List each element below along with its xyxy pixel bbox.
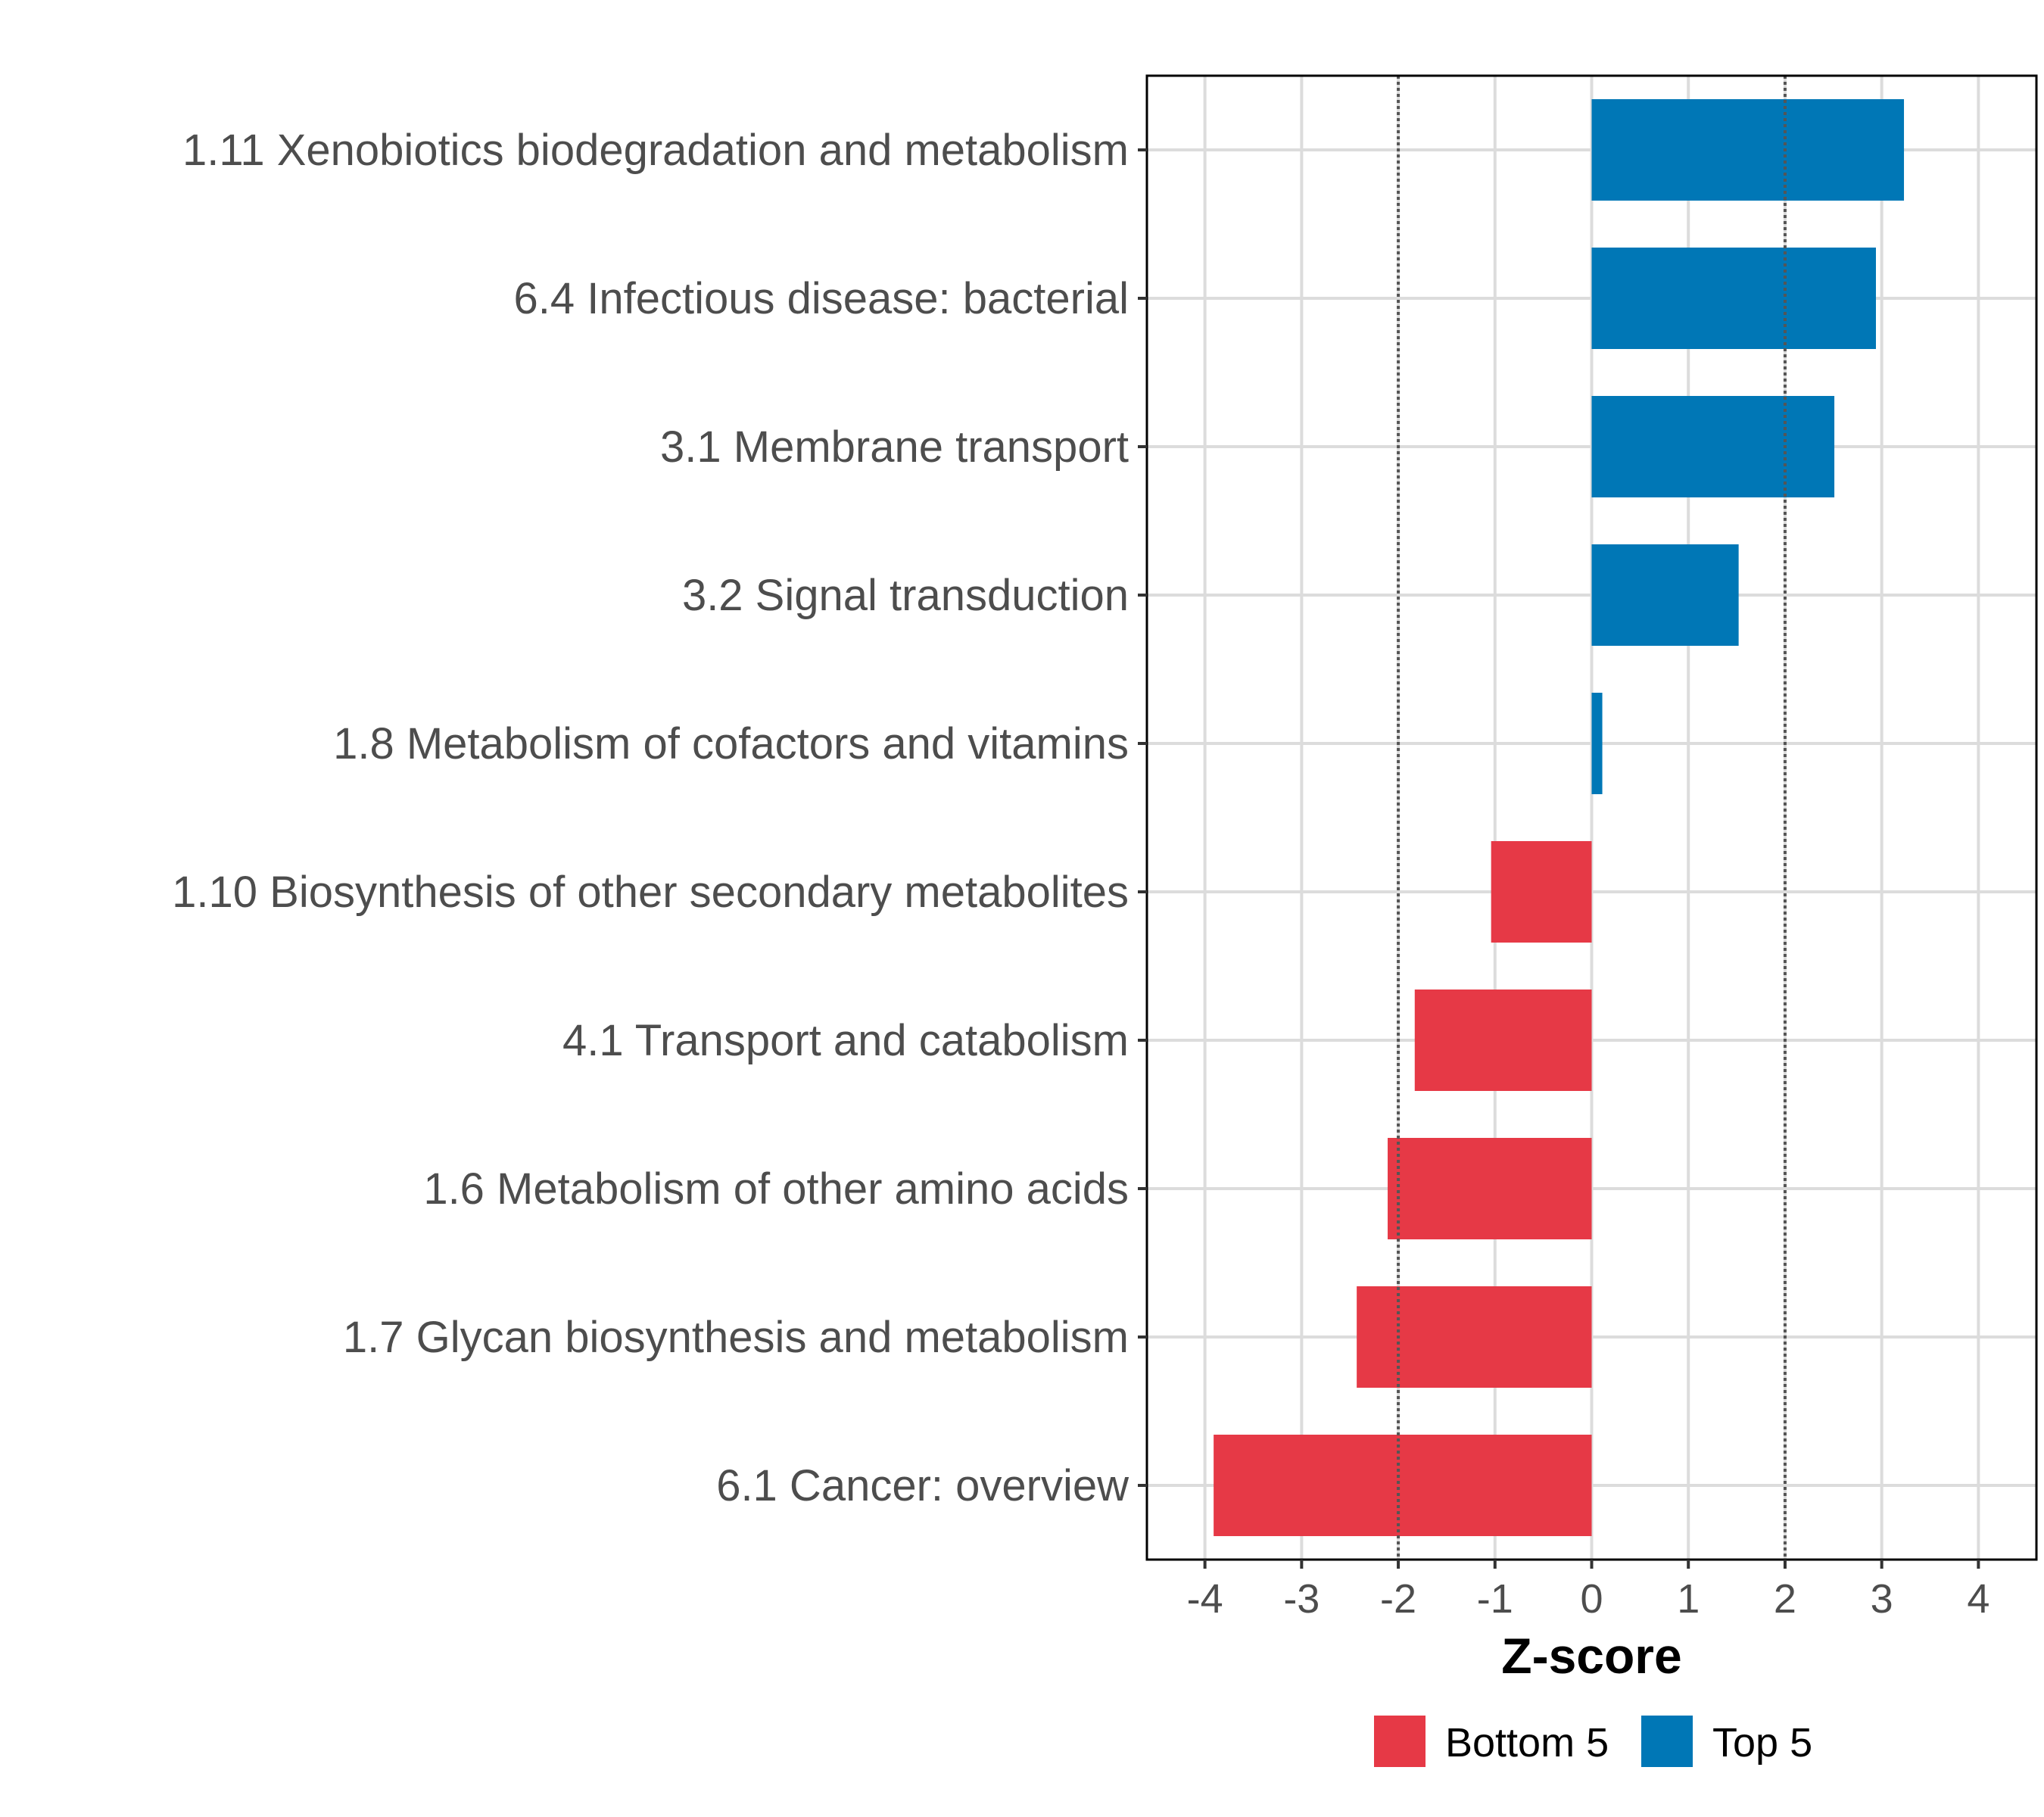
category-label: 1.6 Metabolism of other amino acids xyxy=(423,1164,1129,1214)
x-tick-label: -4 xyxy=(1187,1576,1223,1622)
bar-bottom xyxy=(1388,1138,1592,1239)
bar-top xyxy=(1591,693,1603,794)
x-tick-label: 2 xyxy=(1774,1576,1796,1622)
x-tick-label: 3 xyxy=(1871,1576,1893,1622)
category-label: 1.7 Glycan biosynthesis and metabolism xyxy=(343,1313,1129,1362)
x-tick-label: -2 xyxy=(1380,1576,1416,1622)
legend-swatch-bottom xyxy=(1374,1716,1426,1767)
category-label: 6.4 Infectious disease: bacterial xyxy=(514,274,1129,323)
x-tick-label: -3 xyxy=(1283,1576,1320,1622)
bar-bottom xyxy=(1491,841,1592,943)
bars xyxy=(1214,99,1905,1536)
category-label: 1.11 Xenobiotics biodegradation and meta… xyxy=(182,126,1129,175)
category-label: 4.1 Transport and catabolism xyxy=(562,1016,1129,1065)
category-label: 1.10 Biosynthesis of other secondary met… xyxy=(172,868,1129,917)
x-tick-label: 1 xyxy=(1677,1576,1700,1622)
category-label: 1.8 Metabolism of cofactors and vitamins xyxy=(333,719,1129,768)
reference-lines xyxy=(1397,76,1787,1560)
category-label: 3.2 Signal transduction xyxy=(682,571,1129,620)
x-axis-ticks: -4 -3 -2 -1 0 1 2 3 4 xyxy=(1187,1560,1989,1622)
x-tick-label: 4 xyxy=(1967,1576,1989,1622)
bar-top xyxy=(1591,248,1876,349)
legend: Bottom 5 Top 5 xyxy=(1374,1716,1812,1767)
legend-label-top: Top 5 xyxy=(1712,1720,1812,1766)
bar-top xyxy=(1591,396,1835,497)
bar-top xyxy=(1591,99,1905,201)
bar-bottom xyxy=(1214,1435,1592,1536)
category-label: 6.1 Cancer: overview xyxy=(716,1461,1129,1510)
x-tick-label: -1 xyxy=(1477,1576,1513,1622)
x-axis-title: Z-score xyxy=(1501,1628,1681,1684)
bar-bottom xyxy=(1414,990,1592,1091)
bar-bottom xyxy=(1357,1286,1592,1388)
legend-label-bottom: Bottom 5 xyxy=(1445,1720,1609,1766)
category-label: 3.1 Membrane transport xyxy=(660,422,1129,472)
bar-top xyxy=(1591,544,1739,646)
x-tick-label: 0 xyxy=(1580,1576,1603,1622)
y-axis-ticks: 1.11 Xenobiotics biodegradation and meta… xyxy=(172,126,1147,1510)
legend-swatch-top xyxy=(1641,1716,1693,1767)
